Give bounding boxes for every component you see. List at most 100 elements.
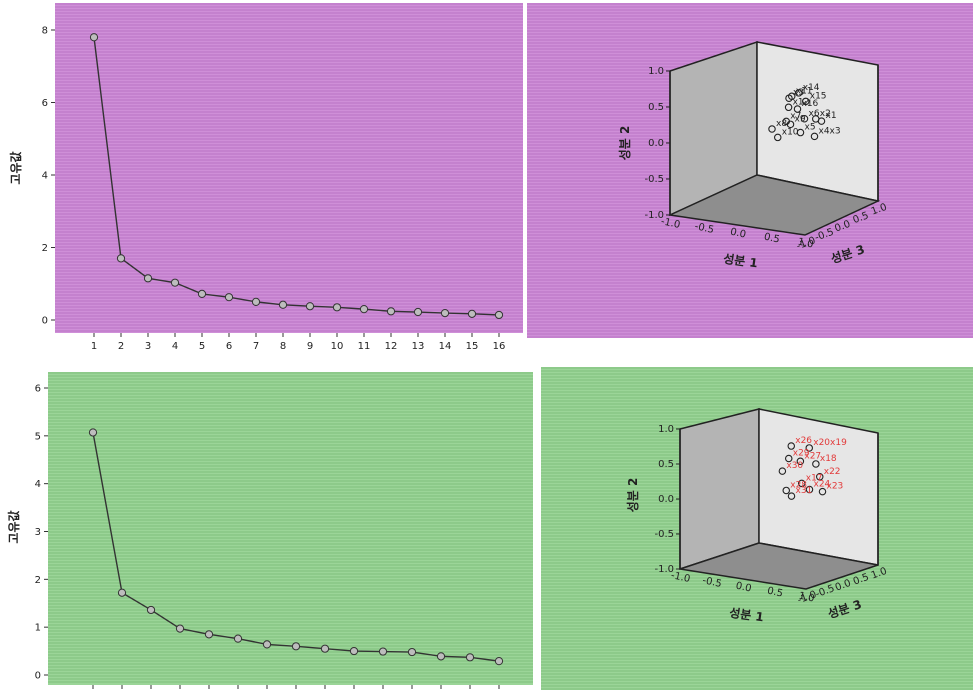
scree-plot-bottom: 고유값 0 1 2 3 4 5 6 — [0, 365, 535, 695]
point-label: x3 — [793, 88, 804, 98]
data-point — [818, 487, 827, 496]
data-point — [805, 444, 813, 452]
x-tick-label: -1.0 — [660, 216, 681, 231]
x-tick-label: 5 — [199, 341, 205, 352]
data-point — [785, 454, 793, 463]
y-tick-label: -0.5 — [654, 529, 674, 540]
z-tick-label: 0.5 — [852, 572, 871, 588]
y-tick-label: 6 — [35, 384, 41, 395]
eigenvalue-point — [278, 300, 288, 309]
x-tick-label: 0.5 — [763, 232, 781, 246]
y-tick-label: 0 — [42, 316, 48, 327]
eigenvalue-point — [116, 254, 126, 263]
eigenvalue-point — [251, 297, 261, 306]
point-label: x26 — [795, 436, 812, 446]
point-label: x22 — [824, 467, 841, 477]
x-tick-label: 13 — [412, 341, 425, 352]
eigenvalue-point — [170, 278, 180, 287]
x-tick-label: 1.0 — [797, 237, 815, 251]
point-label: x6 — [809, 109, 820, 119]
x-tick-label: 11 — [358, 341, 371, 352]
eigenvalue-point — [233, 634, 243, 643]
point-label: x16 — [802, 99, 819, 109]
y-tick-label: 5 — [35, 431, 41, 442]
scree-plot-top: 고유값 0 2 4 6 8 1 2 3 4 5 6 7 8 9 10 11 12 13 14 15 16 — [0, 0, 525, 363]
x-tick-label: 7 — [253, 341, 259, 352]
z-tick-label: 0.5 — [852, 210, 871, 226]
eigenvalue-point — [262, 640, 272, 649]
eigenvalue-point — [291, 642, 301, 651]
point-label: x12 — [793, 97, 810, 107]
eigenvalue-point — [465, 653, 475, 662]
y-tick-label: 8 — [42, 26, 48, 37]
eigenvalue-point — [407, 647, 417, 657]
point-label: x11 — [796, 86, 813, 96]
x-tick-label: 14 — [439, 341, 452, 352]
y-axis-label: 성분 2 — [618, 126, 632, 161]
eigenvalue-point — [413, 307, 423, 317]
y-axis-label: 성분 2 — [626, 478, 640, 513]
y-axis-label: 고유값 — [9, 151, 23, 184]
data-point — [794, 89, 803, 97]
y-tick-label: 4 — [35, 479, 41, 490]
background-stripes — [541, 367, 973, 690]
eigenvalue-point — [349, 646, 359, 656]
data-point — [812, 460, 820, 468]
x-tick-label: -1.0 — [670, 570, 691, 585]
data-point — [793, 105, 802, 113]
component-plot-top: -1.0 -0.5 0.0 0.5 1.0 성분 2 -1.0 -0.5 0.0 0.5 1.0 성분… — [527, 3, 973, 338]
eigenvalue-point — [332, 303, 342, 312]
data-point — [801, 97, 810, 106]
y-tick-label: 1.0 — [648, 66, 664, 77]
z-tick-label: 0.0 — [833, 219, 852, 235]
eigenvalue-point — [204, 630, 214, 639]
component-plot-bottom-svg: -1.0-0.50.00.51.0성분 2-1.0 -0.5 0.0 0.5 1.0성분… — [541, 367, 973, 690]
x-tick-label: 1.0 — [798, 591, 816, 605]
y-tick-label: 0.0 — [648, 138, 664, 149]
point-label: x15 — [810, 91, 827, 101]
data-point — [785, 94, 793, 102]
z-tick-label: 1.0 — [870, 566, 889, 582]
data-point — [817, 117, 826, 125]
data-point — [805, 485, 814, 494]
x-tick-label: -0.5 — [701, 575, 722, 590]
point-label: x18 — [820, 454, 837, 464]
point-label: x23 — [827, 482, 844, 492]
eigenvalue-point — [175, 624, 185, 633]
y-tick-label: 0.5 — [658, 459, 674, 470]
x-axis-label: 성분 1 — [728, 606, 764, 625]
eigenvalue-point — [88, 428, 98, 437]
y-tick-label: -1.0 — [644, 210, 664, 221]
point-label: x28 — [790, 480, 807, 490]
y-tick-label: 1.0 — [658, 424, 674, 435]
y-tick-label: 2 — [42, 243, 48, 254]
data-point — [774, 133, 782, 142]
point-label: x17 — [806, 473, 823, 483]
point-label: x2 — [820, 109, 831, 119]
y-axis-label: 고유값 — [7, 510, 21, 543]
eigenvalue-point — [117, 588, 127, 597]
point-label: x30 — [786, 461, 803, 471]
y-tick-label: 2 — [35, 575, 41, 586]
eigenvalue-point — [378, 647, 388, 656]
data-point — [768, 125, 776, 133]
x-tick-label: 4 — [172, 341, 178, 352]
background-stripes — [55, 3, 523, 332]
point-label: x7 — [790, 111, 801, 121]
x-tick-label: 1 — [91, 341, 97, 352]
x-tick-label: 9 — [307, 341, 313, 352]
x-tick-label: 15 — [466, 341, 479, 352]
eigenvalue-point — [89, 33, 99, 42]
x-tick-label: 3 — [145, 341, 151, 352]
point-label: x14 — [803, 83, 820, 93]
y-tick-label: 0.0 — [658, 494, 674, 505]
point-label: x10 — [782, 127, 799, 137]
point-label: x1 — [826, 111, 837, 121]
background-stripes — [48, 372, 533, 683]
x-tick-label: 16 — [493, 341, 506, 352]
point-label: x8 — [776, 119, 787, 129]
z-tick-label: 1.0 — [870, 202, 889, 218]
data-point — [787, 492, 796, 500]
data-point — [784, 103, 793, 112]
